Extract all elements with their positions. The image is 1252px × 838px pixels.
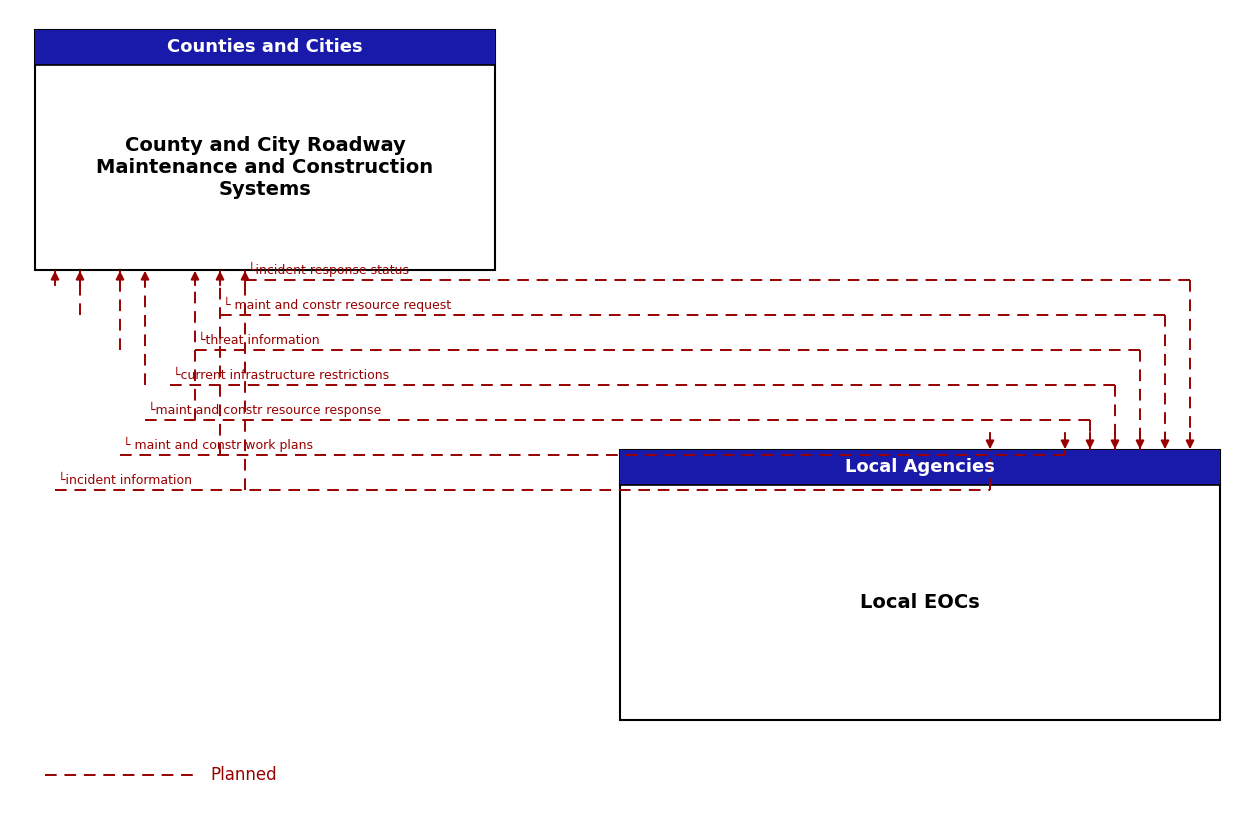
Bar (35, 30, 495, 270)
Text: └incident information: └incident information (58, 474, 192, 487)
Text: └ maint and constr work plans: └ maint and constr work plans (123, 437, 313, 452)
Bar (620, 450, 1219, 720)
Text: Planned: Planned (210, 766, 277, 784)
Text: Counties and Cities: Counties and Cities (168, 39, 363, 56)
Text: Local EOCs: Local EOCs (860, 593, 980, 612)
Bar (620, 450, 1219, 485)
Text: └ maint and constr resource request: └ maint and constr resource request (223, 297, 451, 312)
Text: └threat information: └threat information (198, 334, 319, 347)
Text: └maint and constr resource response: └maint and constr resource response (148, 401, 382, 417)
Text: └current infrastructure restrictions: └current infrastructure restrictions (173, 369, 389, 382)
Text: County and City Roadway
Maintenance and Construction
Systems: County and City Roadway Maintenance and … (96, 136, 433, 199)
Text: Local Agencies: Local Agencies (845, 458, 995, 477)
Bar (35, 30, 495, 65)
Text: └incident response status: └incident response status (248, 261, 409, 277)
